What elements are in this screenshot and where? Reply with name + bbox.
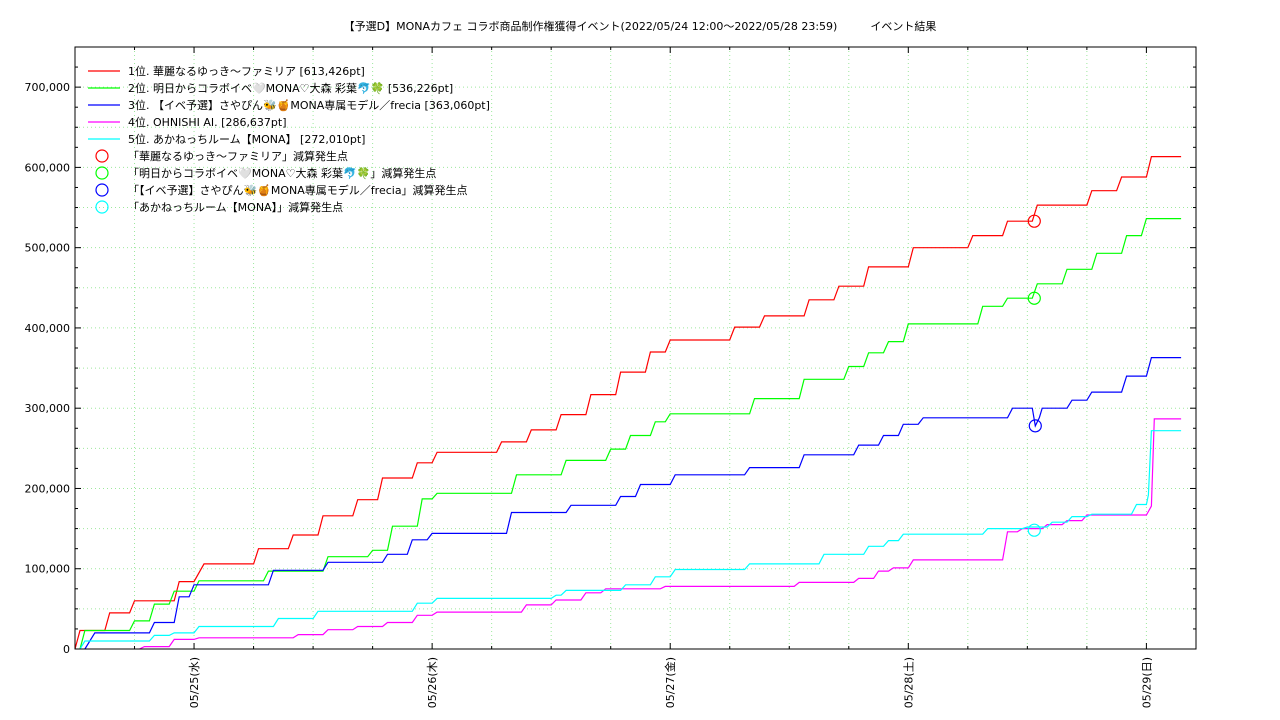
x-tick-label: 05/26(木) [426, 657, 439, 708]
legend-label: 「明日からコラボイベ🤍MONA♡大森 彩葉🐬🍀」減算発生点 [128, 166, 436, 180]
y-tick-label: 500,000 [25, 242, 71, 255]
legend: 1位. 華麗なるゆっき〜ファミリア [613,426pt] 2位. 明日からコラボ… [88, 64, 490, 214]
legend-label: 「あかねっちルーム【MONA】」減算発生点 [128, 200, 343, 214]
y-tick-label: 600,000 [25, 161, 71, 174]
x-tick-label: 05/28(土) [902, 657, 915, 708]
legend-swatch-marker [95, 149, 109, 163]
grid [75, 47, 1196, 649]
legend-swatch-marker [95, 166, 109, 180]
legend-label: 5位. あかねっちルーム【MONA】 [272,010pt] [128, 132, 365, 146]
deduction-markers [1027, 214, 1042, 537]
series-line-2 [79, 218, 1182, 650]
y-tick-label: 400,000 [25, 322, 71, 335]
legend-label: 3位. 【イベ予選】さやぴん🐝🍯MONA専属モデル／frecia [363,06… [128, 98, 490, 112]
legend-swatch-marker [95, 183, 109, 197]
legend-label: 4位. OHNISHI AI. [286,637pt] [128, 115, 287, 129]
y-tick-label: 0 [63, 643, 70, 656]
series-lines [74, 156, 1182, 650]
y-tick-label: 200,000 [25, 482, 71, 495]
series-line-1 [74, 156, 1182, 650]
axis-ticks: 0 100,000 200,000 300,000 400,000 500,000 600,… [25, 47, 1196, 708]
deduction-marker-2 [1027, 291, 1041, 305]
legend-label: 1位. 華麗なるゆっき〜ファミリア [613,426pt] [128, 64, 365, 78]
deduction-marker-4 [1027, 523, 1041, 537]
legend-swatch-marker [95, 200, 109, 214]
chart-title: 【予選D】MONAカフェ コラボ商品制作権獲得イベント(2022/05/24 1… [343, 20, 937, 33]
legend-label: 「【イベ予選】さやぴん🐝🍯MONA専属モデル／frecia」減算発生点 [128, 183, 468, 197]
x-tick-label: 05/29(日) [1140, 657, 1153, 708]
legend-label: 「華麗なるゆっき〜ファミリア」減算発生点 [128, 149, 348, 163]
deduction-marker-3 [1028, 419, 1042, 433]
series-line-5 [79, 430, 1182, 650]
x-tick-label: 05/27(金) [663, 657, 677, 708]
y-tick-label: 300,000 [25, 402, 71, 415]
y-tick-label: 100,000 [25, 563, 71, 576]
x-tick-label: 05/25(水) [188, 657, 201, 708]
deduction-marker-1 [1027, 214, 1041, 228]
series-line-3 [84, 357, 1182, 650]
y-tick-label: 700,000 [25, 81, 71, 94]
legend-label: 2位. 明日からコラボイベ🤍MONA♡大森 彩葉🐬🍀 [536,226pt] [128, 81, 453, 95]
series-line-4 [139, 418, 1182, 650]
